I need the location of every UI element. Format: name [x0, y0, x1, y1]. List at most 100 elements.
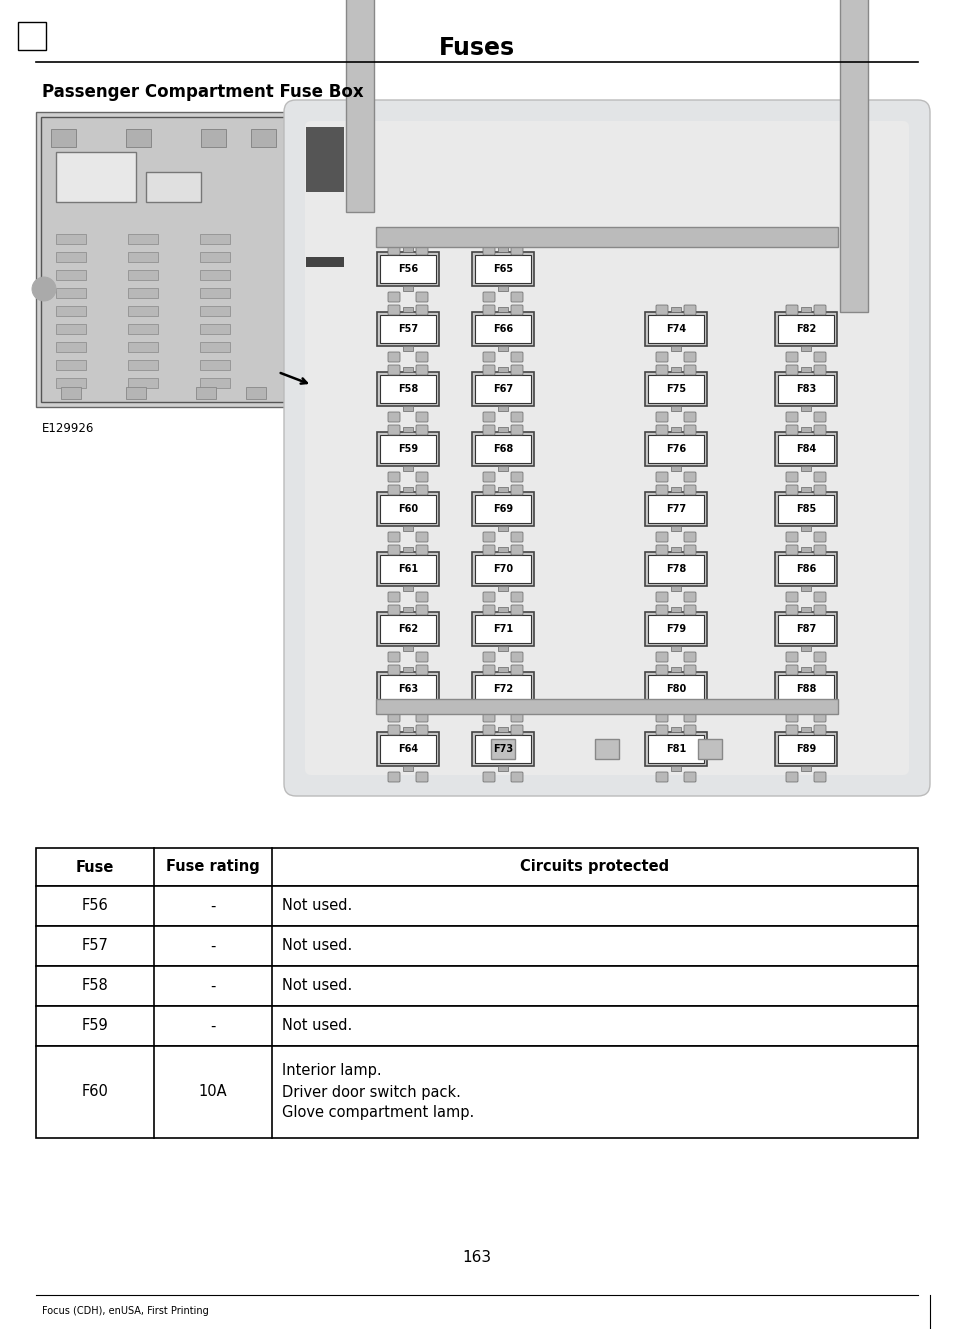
Bar: [128, 377, 158, 388]
Text: F74: F74: [665, 324, 685, 334]
Bar: [472, 432, 534, 466]
Text: F63: F63: [397, 684, 417, 694]
Bar: [402, 727, 413, 732]
Bar: [778, 435, 833, 462]
FancyBboxPatch shape: [813, 712, 825, 722]
Bar: [647, 615, 703, 643]
Bar: [402, 667, 413, 672]
Bar: [376, 672, 438, 706]
FancyBboxPatch shape: [511, 653, 522, 662]
FancyBboxPatch shape: [511, 304, 522, 315]
FancyBboxPatch shape: [388, 472, 399, 482]
Bar: [497, 607, 507, 611]
Bar: [595, 739, 618, 759]
Bar: [670, 607, 680, 611]
Bar: [246, 387, 266, 399]
Bar: [376, 312, 438, 346]
FancyBboxPatch shape: [482, 664, 495, 675]
FancyBboxPatch shape: [388, 292, 399, 302]
Bar: [379, 255, 436, 283]
Text: F59: F59: [82, 1018, 109, 1034]
Bar: [647, 494, 703, 524]
FancyBboxPatch shape: [388, 365, 399, 375]
FancyBboxPatch shape: [656, 772, 667, 781]
Bar: [126, 129, 151, 148]
FancyBboxPatch shape: [683, 304, 696, 315]
Bar: [200, 270, 230, 280]
Bar: [644, 732, 706, 766]
Bar: [778, 675, 833, 703]
FancyBboxPatch shape: [656, 425, 667, 435]
FancyBboxPatch shape: [785, 664, 797, 675]
FancyBboxPatch shape: [416, 726, 428, 735]
FancyBboxPatch shape: [482, 545, 495, 556]
Text: F73: F73: [493, 744, 513, 754]
FancyBboxPatch shape: [482, 365, 495, 375]
Bar: [402, 486, 413, 492]
Bar: [402, 548, 413, 552]
Bar: [670, 346, 680, 351]
Bar: [201, 129, 226, 148]
Bar: [200, 377, 230, 388]
Bar: [128, 234, 158, 245]
Text: F62: F62: [397, 625, 417, 634]
FancyBboxPatch shape: [785, 425, 797, 435]
Bar: [644, 372, 706, 405]
Text: Not used.: Not used.: [282, 938, 352, 953]
FancyBboxPatch shape: [683, 591, 696, 602]
FancyBboxPatch shape: [683, 532, 696, 542]
FancyBboxPatch shape: [656, 532, 667, 542]
Bar: [801, 367, 810, 372]
FancyBboxPatch shape: [388, 605, 399, 615]
Bar: [128, 306, 158, 316]
Bar: [379, 494, 436, 524]
Text: F64: F64: [397, 744, 417, 754]
FancyBboxPatch shape: [785, 304, 797, 315]
FancyBboxPatch shape: [416, 304, 428, 315]
FancyBboxPatch shape: [683, 545, 696, 556]
Text: Glove compartment lamp.: Glove compartment lamp.: [282, 1106, 474, 1120]
Text: Not used.: Not used.: [282, 978, 352, 994]
Bar: [778, 556, 833, 583]
Bar: [497, 727, 507, 732]
Text: F88: F88: [795, 684, 816, 694]
Bar: [402, 405, 413, 411]
Bar: [801, 607, 810, 611]
Bar: [56, 234, 86, 245]
Bar: [36, 926, 917, 966]
Text: F69: F69: [493, 504, 513, 514]
FancyBboxPatch shape: [785, 485, 797, 494]
FancyBboxPatch shape: [416, 292, 428, 302]
Bar: [644, 672, 706, 706]
Bar: [774, 611, 836, 646]
Bar: [778, 735, 833, 763]
Text: F72: F72: [493, 684, 513, 694]
Bar: [497, 466, 507, 470]
Bar: [195, 387, 215, 399]
Text: F85: F85: [795, 504, 815, 514]
Bar: [475, 556, 531, 583]
Bar: [36, 1006, 917, 1046]
FancyBboxPatch shape: [482, 772, 495, 781]
FancyBboxPatch shape: [416, 772, 428, 781]
FancyBboxPatch shape: [482, 245, 495, 255]
Bar: [375, 227, 837, 247]
FancyBboxPatch shape: [388, 352, 399, 361]
Bar: [36, 112, 297, 407]
Bar: [647, 675, 703, 703]
Bar: [56, 342, 86, 352]
FancyBboxPatch shape: [482, 425, 495, 435]
Text: Interior lamp.: Interior lamp.: [282, 1063, 381, 1079]
FancyBboxPatch shape: [305, 121, 908, 775]
FancyBboxPatch shape: [511, 485, 522, 494]
FancyBboxPatch shape: [785, 545, 797, 556]
Bar: [801, 646, 810, 651]
FancyBboxPatch shape: [482, 653, 495, 662]
Bar: [670, 367, 680, 372]
FancyBboxPatch shape: [388, 664, 399, 675]
FancyBboxPatch shape: [813, 772, 825, 781]
FancyBboxPatch shape: [388, 425, 399, 435]
Bar: [402, 286, 413, 291]
FancyBboxPatch shape: [416, 664, 428, 675]
FancyBboxPatch shape: [511, 472, 522, 482]
